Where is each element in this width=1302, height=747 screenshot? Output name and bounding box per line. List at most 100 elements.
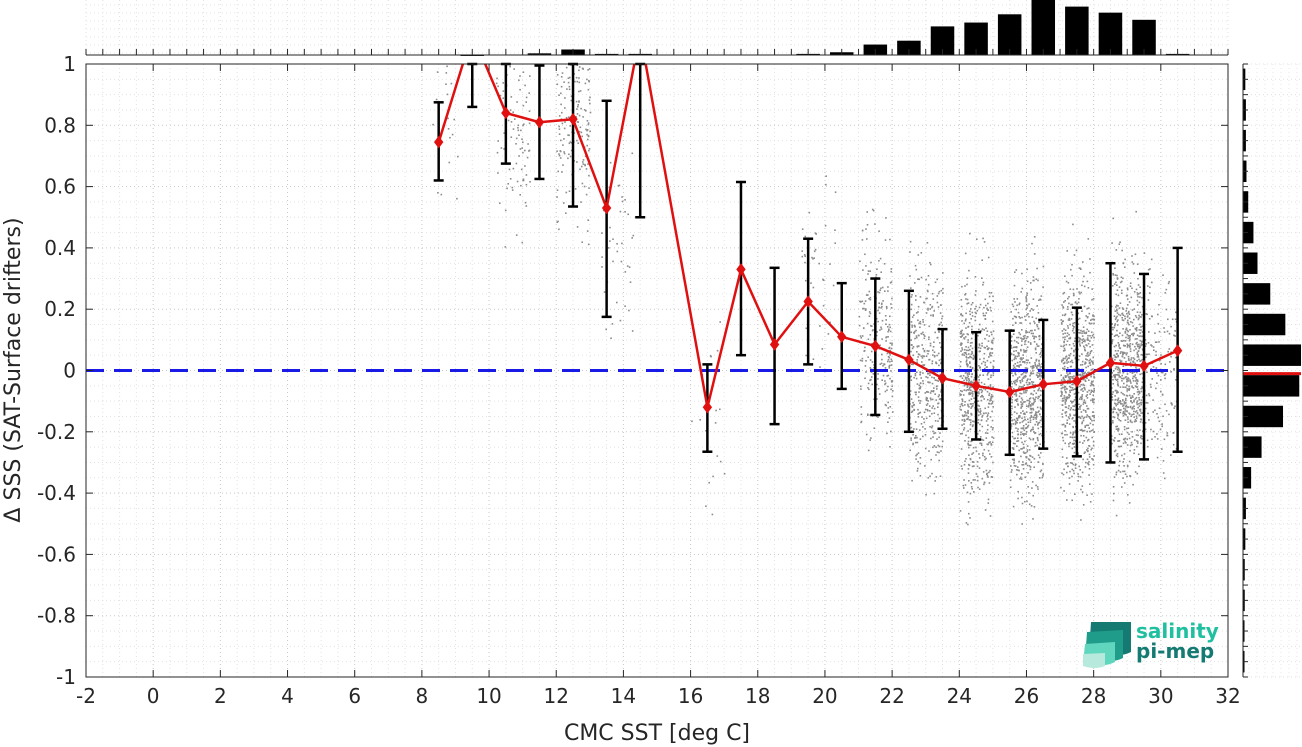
scatter-point [966, 365, 969, 368]
scatter-point [1021, 378, 1023, 381]
scatter-point [1068, 393, 1070, 396]
scatter-point [981, 394, 984, 397]
scatter-point [924, 428, 926, 430]
scatter-point [973, 491, 975, 493]
scatter-point [1015, 383, 1017, 386]
scatter-point [923, 337, 926, 340]
scatter-point [1037, 279, 1039, 282]
scatter-point [963, 418, 966, 421]
scatter-point [880, 303, 883, 306]
scatter-point [1139, 421, 1142, 423]
scatter-point [989, 441, 991, 443]
scatter-point [499, 94, 502, 97]
scatter-point [1041, 416, 1043, 418]
scatter-point [964, 484, 967, 486]
scatter-point [1016, 473, 1018, 476]
scatter-point [1118, 376, 1121, 378]
scatter-point [1032, 409, 1035, 411]
scatter-point [1016, 355, 1019, 358]
scatter-point [970, 389, 972, 392]
scatter-point [1124, 345, 1127, 347]
scatter-point [450, 82, 453, 85]
scatter-point [1131, 386, 1133, 388]
scatter-point [1111, 357, 1114, 360]
scatter-point [986, 475, 989, 477]
scatter-point [937, 413, 939, 416]
scatter-point [523, 123, 525, 126]
scatter-point [865, 360, 867, 362]
scatter-point [1124, 317, 1126, 320]
scatter-point [1071, 359, 1073, 362]
scatter-point [1021, 402, 1024, 405]
scatter-point [570, 142, 573, 144]
scatter-point [1033, 337, 1035, 339]
scatter-point [1020, 403, 1023, 406]
scatter-point [1081, 485, 1084, 487]
scatter-point [941, 445, 943, 448]
scatter-point [981, 477, 984, 480]
scatter-point [868, 388, 870, 391]
scatter-point [565, 116, 568, 119]
scatter-point [1085, 373, 1088, 375]
scatter-point [1011, 405, 1013, 407]
scatter-point [1022, 377, 1024, 379]
scatter-point [1114, 374, 1116, 376]
scatter-point [977, 400, 980, 402]
scatter-point [1070, 389, 1073, 391]
x-tick-label: 24 [947, 684, 972, 708]
scatter-point [1129, 338, 1131, 341]
scatter-point [1093, 401, 1095, 404]
scatter-point [1154, 409, 1156, 412]
scatter-point [984, 314, 986, 317]
scatter-point [1078, 403, 1080, 406]
scatter-point [585, 193, 588, 196]
scatter-point [1023, 337, 1025, 340]
scatter-point [928, 450, 930, 452]
scatter-point [969, 313, 971, 316]
scatter-point [969, 366, 972, 369]
scatter-point [911, 347, 914, 350]
scatter-point [1029, 322, 1031, 325]
top-histogram [85, 0, 1229, 56]
scatter-point [1144, 345, 1147, 347]
scatter-point [980, 362, 983, 365]
scatter-point [1136, 293, 1139, 296]
scatter-point [1061, 404, 1064, 406]
scatter-point [1068, 477, 1071, 479]
scatter-point [1088, 460, 1090, 463]
scatter-point [1069, 379, 1072, 381]
scatter-point [1087, 316, 1089, 318]
scatter-point [1085, 355, 1087, 357]
scatter-point [1128, 336, 1131, 339]
scatter-point [979, 369, 982, 371]
scatter-point [1026, 294, 1028, 296]
scatter-point [1072, 292, 1075, 295]
scatter-point [1125, 336, 1127, 339]
scatter-point [1016, 400, 1018, 402]
scatter-point [567, 77, 570, 79]
scatter-point [1021, 417, 1023, 419]
scatter-point [888, 367, 891, 369]
scatter-point [1128, 335, 1130, 337]
scatter-point [966, 385, 969, 387]
scatter-point [1089, 346, 1091, 348]
scatter-point [1078, 337, 1081, 339]
scatter-point [1081, 360, 1084, 363]
scatter-point [980, 396, 982, 398]
scatter-point [922, 382, 925, 385]
y-axis: 10.80.60.40.20-0.2-0.4-0.6-0.8-1 [37, 52, 1228, 689]
scatter-point [989, 351, 992, 354]
scatter-point [1085, 376, 1087, 379]
scatter-point [914, 421, 917, 423]
scatter-point [1020, 412, 1022, 414]
scatter-point [1134, 471, 1137, 473]
scatter-point [973, 390, 976, 393]
scatter-point [972, 479, 975, 481]
scatter-point [1113, 492, 1115, 495]
scatter-point [1115, 411, 1118, 414]
scatter-point [1084, 402, 1087, 404]
scatter-point [1025, 330, 1027, 332]
x-axis-label: CMC SST [deg C] [564, 721, 750, 746]
scatter-point [1132, 406, 1134, 409]
